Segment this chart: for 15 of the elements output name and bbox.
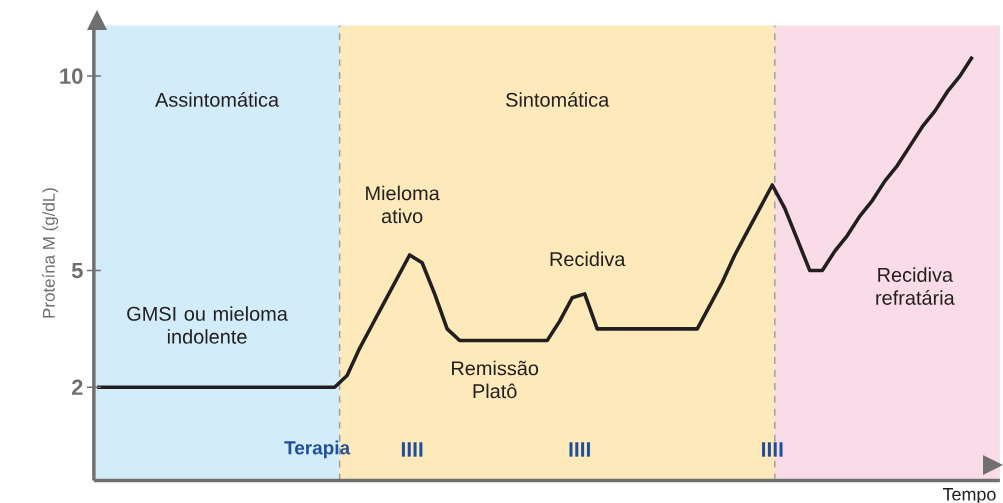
- annotation: IIII: [762, 442, 783, 457]
- annotation: Recidiva: [550, 251, 626, 267]
- annotation: Remissão Platô: [452, 360, 539, 399]
- annotation: Sintomática: [506, 92, 610, 107]
- y-tick-label: 10: [60, 68, 83, 84]
- annotation: Terapia: [284, 440, 351, 459]
- annotation: Assintomática: [155, 92, 280, 107]
- y-tick-label: 2: [71, 379, 83, 395]
- y-axis-title: Proteína M (g/dL): [42, 188, 59, 318]
- annotation: IIII: [569, 442, 590, 457]
- annotation: Recidiva refratária: [876, 267, 955, 305]
- annotation: IIII: [401, 442, 423, 457]
- y-tick-label: 5: [71, 262, 83, 279]
- annotation: Mieloma ativo: [366, 185, 440, 224]
- annotation: GMSI ou mieloma indolente: [127, 306, 288, 344]
